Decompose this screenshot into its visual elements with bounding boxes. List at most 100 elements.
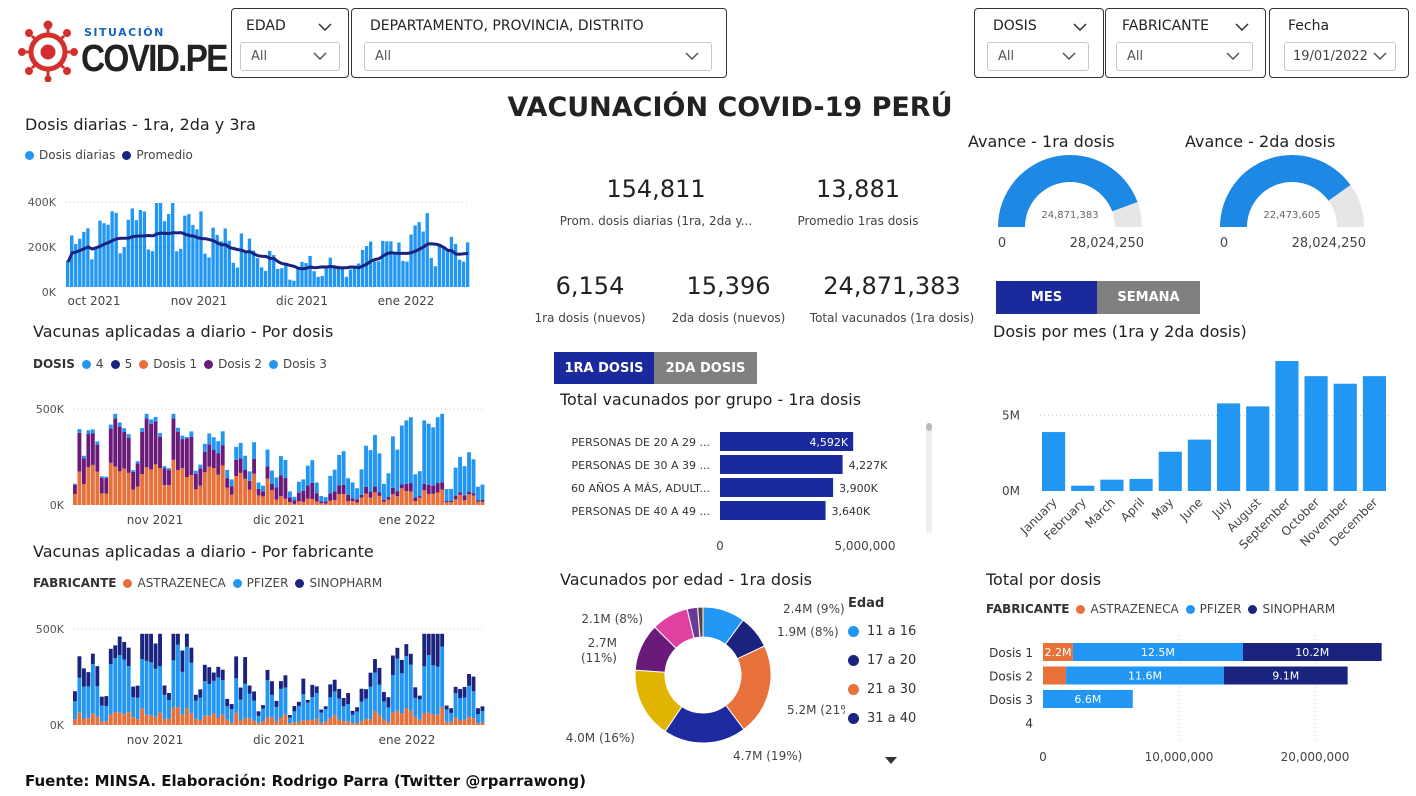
bar-segment [167, 468, 171, 471]
bar-segment [440, 646, 445, 708]
tab-1ra-dosis[interactable]: 1RA DOSIS [554, 352, 654, 384]
bar-segment [144, 714, 149, 725]
tab-mes[interactable]: MES [996, 281, 1097, 314]
bar-segment [368, 497, 373, 505]
bar-segment [198, 719, 203, 725]
bar-segment [310, 482, 315, 500]
slice-label: 2.7M [588, 636, 617, 650]
daily-chart-title: Dosis diarias - 1ra, 2da y 3ra [25, 115, 256, 134]
fecha-filter[interactable]: Fecha 19/01/2022 [1269, 8, 1409, 78]
bar-segment [422, 483, 427, 491]
bar-segment [301, 490, 306, 502]
bar-segment [413, 716, 418, 725]
chevron-down-icon[interactable] [1073, 23, 1087, 31]
bar-segment [467, 674, 471, 686]
bar [1042, 432, 1066, 491]
bar-segment [395, 710, 400, 725]
bar [122, 247, 126, 287]
legend-dot [232, 578, 242, 588]
bar-segment [243, 455, 248, 470]
bar [389, 241, 393, 287]
bar-segment [95, 444, 100, 472]
tab-semana[interactable]: SEMANA [1097, 281, 1200, 314]
bar-segment [158, 666, 162, 713]
bar-segment [122, 428, 127, 433]
bar-segment [238, 687, 243, 700]
bar [336, 265, 341, 287]
bar [78, 238, 82, 287]
bar-segment [1043, 690, 1133, 708]
edad-filter[interactable]: EDAD All [231, 8, 349, 78]
legend-dot [204, 359, 214, 369]
bar-segment [444, 502, 449, 505]
bar-segment [99, 477, 104, 494]
legend-item: 11 a 16 [848, 617, 916, 646]
tab-2da-dosis[interactable]: 2DA DOSIS [654, 352, 757, 384]
fecha-dropdown[interactable]: 19/01/2022 [1284, 42, 1396, 71]
chevron-down-icon[interactable] [318, 23, 332, 31]
category-label: Dosis 1 [989, 646, 1033, 660]
bar-segment [73, 691, 77, 702]
bar-segment [158, 436, 162, 469]
bar [720, 501, 826, 520]
bar-segment [167, 485, 171, 505]
bar [453, 243, 458, 287]
legend-label: Promedio [136, 148, 193, 162]
bar-segment [216, 474, 221, 505]
bar [235, 267, 240, 287]
location-dropdown[interactable]: All [364, 42, 712, 71]
bar-segment [373, 659, 377, 673]
bar-segment [314, 718, 319, 725]
bar-segment [413, 687, 418, 698]
bar-segment [314, 482, 319, 494]
bar [215, 234, 219, 287]
category-label: Dosis 2 [989, 670, 1033, 684]
fabricante-filter[interactable]: FABRICANTE All [1105, 8, 1266, 78]
kpi-2da-nuevos-label: 2da dosis (nuevos) [671, 311, 786, 325]
bar-segment [81, 455, 86, 459]
legend-dot [1248, 604, 1258, 614]
bar-segment [95, 441, 100, 445]
dosis-value: All [998, 49, 1015, 64]
bar-segment [386, 722, 391, 725]
bar-segment [471, 495, 476, 505]
bar [292, 280, 296, 287]
bar-segment [220, 465, 225, 505]
bar-segment [193, 470, 198, 474]
bar [385, 241, 389, 287]
bar-segment [319, 501, 324, 504]
fabricante-dropdown[interactable]: All [1116, 42, 1253, 71]
bar-segment [238, 458, 243, 473]
dosis-dropdown[interactable]: All [987, 42, 1089, 71]
bar-segment [467, 685, 471, 717]
bar-segment [341, 451, 346, 485]
bar-segment [117, 636, 122, 656]
bar [300, 261, 304, 287]
bar [425, 213, 429, 287]
legend-title: FABRICANTE [986, 602, 1070, 616]
bar [284, 263, 288, 287]
location-filter[interactable]: DEPARTAMENTO, PROVINCIA, DISTRITO All [351, 8, 727, 78]
bar-segment [332, 469, 337, 492]
bar-segment [122, 641, 127, 660]
dosis-filter[interactable]: DOSIS All [974, 8, 1104, 78]
legend-label: 11 a 16 [867, 624, 917, 639]
bar-segment [270, 716, 274, 725]
bar-segment [252, 691, 257, 701]
bar-segment [301, 501, 306, 505]
bar [98, 220, 102, 287]
bar-segment [131, 697, 136, 718]
bar-segment [408, 653, 413, 665]
chevron-down-icon[interactable] [1235, 23, 1249, 31]
bar-segment [440, 633, 445, 647]
bar [1187, 439, 1211, 491]
bar-segment [368, 450, 373, 492]
edad-dropdown[interactable]: All [240, 42, 340, 71]
chevron-down-icon [313, 52, 327, 60]
bar-segment [395, 496, 400, 505]
bar-segment [458, 720, 463, 725]
bar-segment [243, 657, 248, 684]
scroll-down-icon[interactable] [885, 757, 897, 765]
bar-segment [90, 653, 95, 665]
bar-segment [211, 680, 216, 714]
